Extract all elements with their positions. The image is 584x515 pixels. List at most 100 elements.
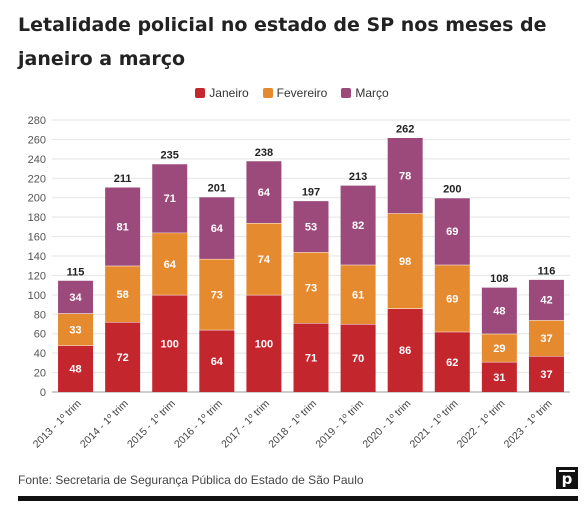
segment-value-label: 70 — [352, 353, 364, 365]
segment-value-label: 98 — [399, 256, 411, 268]
stacked-bar-chart: 0 20 40 60 80 100 120 140 160 180 200 220 240 260 280 4… — [28, 115, 570, 451]
y-tick-label: 80 — [34, 309, 46, 321]
bar-segment-março — [528, 279, 564, 321]
bar-segment-janeiro — [340, 324, 376, 392]
total-value-label: 201 — [208, 183, 226, 195]
total-value-label: 200 — [443, 184, 461, 196]
bar-segment-março — [434, 197, 470, 265]
segment-value-label: 53 — [305, 221, 317, 233]
bar-segment-fevereiro — [528, 320, 564, 357]
bar-segment-março — [58, 280, 94, 314]
total-value-label: 213 — [349, 171, 367, 183]
bar-segment-fevereiro — [246, 222, 282, 295]
bar-segment-fevereiro — [105, 265, 141, 323]
legend-label: Março — [355, 86, 389, 100]
bar-segment-março — [246, 160, 282, 223]
segment-value-label: 31 — [493, 372, 505, 384]
bar-segment-fevereiro — [434, 264, 470, 332]
y-tick-label: 0 — [40, 387, 46, 399]
segment-value-label: 37 — [540, 333, 552, 345]
segment-value-label: 64 — [211, 223, 224, 235]
bar-segment-março — [481, 287, 517, 334]
bar-segment-fevereiro — [199, 258, 235, 330]
bar-segment-janeiro — [528, 356, 564, 392]
segment-value-label: 64 — [164, 259, 177, 271]
total-value-label: 262 — [396, 123, 414, 135]
bar-segment-março — [105, 187, 141, 266]
total-value-label: 115 — [67, 266, 85, 278]
bar-segment-janeiro — [246, 294, 282, 392]
segment-value-label: 74 — [258, 254, 271, 266]
segment-value-label: 69 — [446, 293, 458, 305]
publisher-logo: p — [556, 467, 578, 489]
segment-value-label: 69 — [446, 226, 458, 238]
bar-segment-março — [340, 185, 376, 265]
y-tick-label: 240 — [28, 154, 46, 166]
y-tick-label: 160 — [28, 232, 46, 244]
y-tick-label: 40 — [34, 348, 46, 360]
x-tick-label: 2013 - 1º trim — [31, 397, 84, 450]
segment-value-label: 82 — [352, 220, 364, 232]
x-tick-label: 2021 - 1º trim — [408, 397, 461, 450]
y-tick-label: 100 — [28, 290, 46, 302]
segment-value-label: 61 — [352, 289, 364, 301]
legend-item-março: Março — [341, 86, 389, 100]
segment-value-label: 64 — [258, 187, 271, 199]
x-tick-label: 2023 - 1º trim — [502, 397, 555, 450]
segment-value-label: 48 — [69, 364, 81, 376]
bar-segment-janeiro — [434, 331, 470, 392]
segment-value-label: 73 — [211, 289, 223, 301]
bar-segment-fevereiro — [481, 333, 517, 362]
x-tick-label: 2019 - 1º trim — [313, 397, 366, 450]
bar-segment-janeiro — [293, 323, 329, 392]
total-value-label: 235 — [161, 150, 179, 162]
total-value-label: 238 — [255, 147, 273, 159]
legend-label: Fevereiro — [276, 86, 328, 100]
chart-title: Letalidade policial no estado de SP nos … — [18, 14, 547, 70]
bar-segment-fevereiro — [152, 232, 188, 295]
legend-item-fevereiro: Fevereiro — [262, 86, 328, 100]
segment-value-label: 33 — [69, 324, 81, 336]
footer-divider — [18, 496, 578, 501]
y-tick-label: 60 — [34, 329, 46, 341]
segment-value-label: 34 — [69, 292, 82, 304]
bar-segment-janeiro — [199, 329, 235, 392]
y-tick-label: 260 — [28, 134, 46, 146]
segment-value-label: 71 — [164, 193, 176, 205]
y-tick-label: 220 — [28, 173, 46, 185]
segment-value-label: 58 — [117, 289, 129, 301]
segment-value-label: 48 — [493, 305, 505, 317]
bar-segment-fevereiro — [340, 264, 376, 324]
segment-value-label: 72 — [117, 352, 129, 364]
x-tick-label: 2016 - 1º trim — [172, 397, 225, 450]
y-tick-label: 20 — [34, 368, 46, 380]
x-tick-label: 2020 - 1º trim — [360, 397, 413, 450]
bar-segment-março — [293, 200, 329, 253]
bar-segment-janeiro — [105, 322, 141, 392]
bar-segment-fevereiro — [293, 252, 329, 324]
segment-value-label: 37 — [540, 369, 552, 381]
bar-segment-março — [387, 137, 423, 214]
y-tick-label: 120 — [28, 270, 46, 282]
bar-segment-janeiro — [152, 294, 188, 392]
y-tick-label: 200 — [28, 193, 46, 205]
legend-label: Janeiro — [209, 86, 249, 100]
total-value-label: 116 — [538, 265, 556, 277]
total-value-label: 197 — [302, 187, 320, 199]
x-tick-label: 2017 - 1º trim — [219, 397, 272, 450]
bar-segment-fevereiro — [58, 313, 94, 346]
bar-segment-fevereiro — [387, 213, 423, 309]
segment-value-label: 100 — [255, 338, 273, 350]
bar-segment-janeiro — [58, 345, 94, 392]
bar-segment-março — [152, 163, 188, 233]
segment-value-label: 100 — [161, 338, 179, 350]
y-tick-label: 180 — [28, 212, 46, 224]
x-tick-label: 2022 - 1º trim — [455, 397, 508, 450]
segment-value-label: 78 — [399, 170, 411, 182]
legend-swatch — [341, 88, 352, 98]
segment-value-label: 86 — [399, 345, 411, 357]
total-value-label: 211 — [114, 173, 132, 185]
segment-value-label: 29 — [493, 343, 505, 355]
segment-value-label: 71 — [305, 353, 317, 365]
segment-value-label: 64 — [211, 356, 224, 368]
